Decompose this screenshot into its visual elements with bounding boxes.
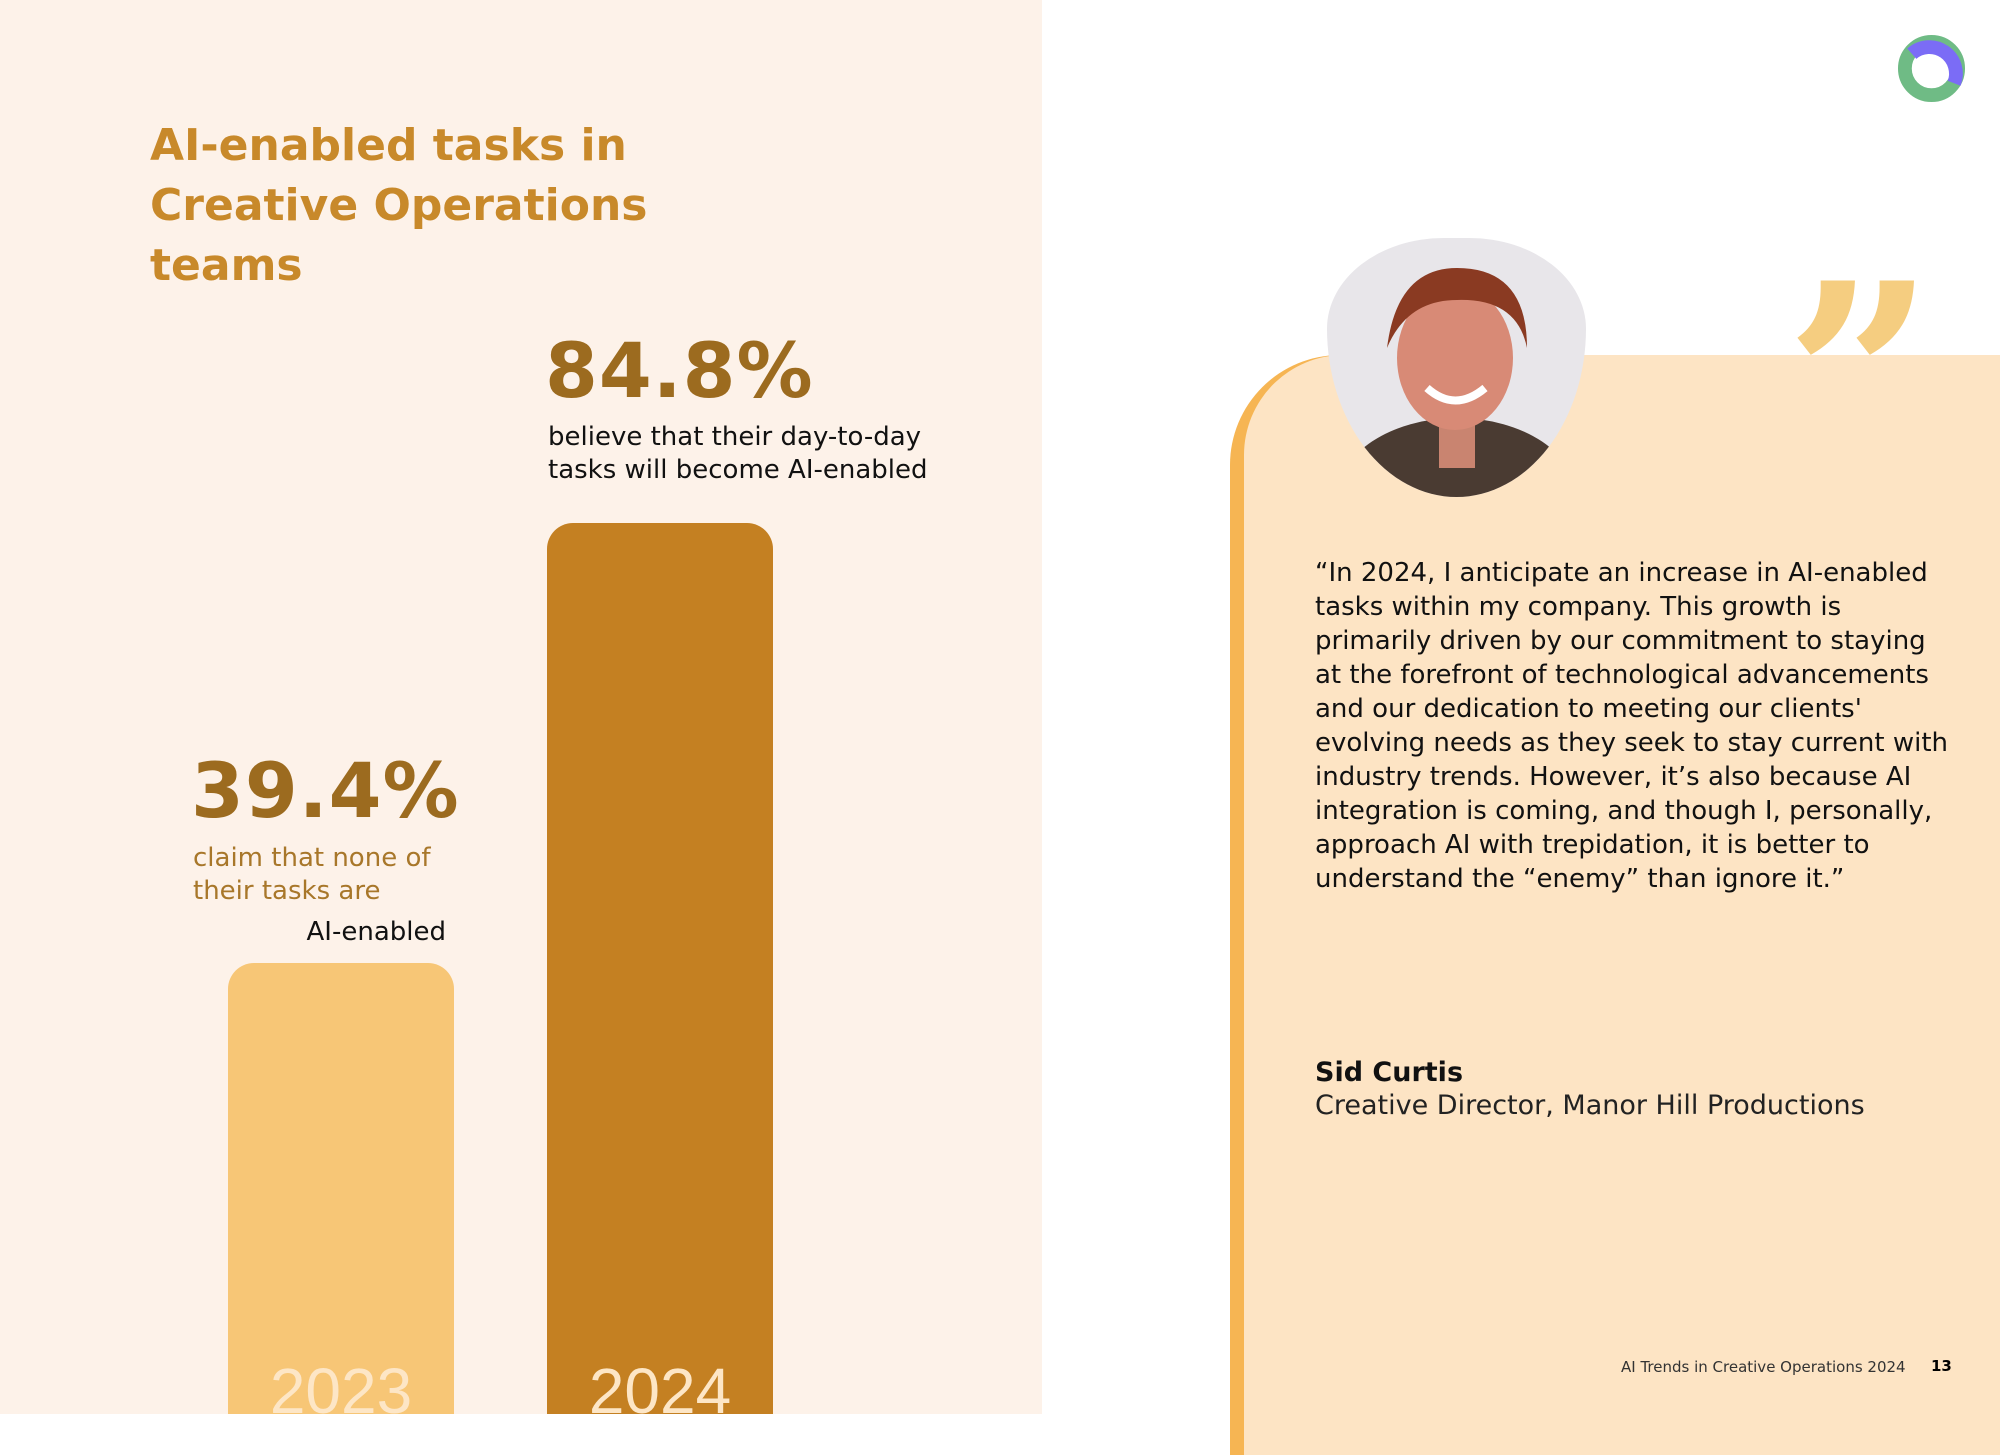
- stat-2023-value: 39.4%: [191, 746, 460, 835]
- quote-author-role: Creative Director, Manor Hill Production…: [1315, 1090, 1865, 1121]
- left-panel: AI-enabled tasks in Creative Operations …: [0, 0, 1042, 1427]
- page-number: 13: [1931, 1357, 1952, 1375]
- stat-2023-desc-2: AI-enabled: [306, 917, 446, 947]
- bar-year-label: 2024: [588, 1355, 732, 1427]
- bar-year-label: 2023: [269, 1354, 413, 1427]
- logo-icon: [1897, 34, 1966, 103]
- stat-2023-desc: claim that none of their tasks are: [193, 843, 431, 906]
- bar-2023: 2023: [228, 962, 454, 1427]
- quote-text: “In 2024, I anticipate an increase in AI…: [1315, 558, 1948, 894]
- footer-title: AI Trends in Creative Operations 2024: [1621, 1358, 1906, 1376]
- page-title: AI-enabled tasks in Creative Operations …: [150, 120, 648, 291]
- quote-card: [1244, 355, 2000, 1455]
- stat-2024-desc: believe that their day-to-day tasks will…: [548, 422, 928, 485]
- stat-2024-value: 84.8%: [545, 326, 814, 415]
- bar-2024: 2024: [547, 523, 773, 1427]
- quote-author: Sid Curtis: [1315, 1057, 1464, 1088]
- quote-mark-icon: ”: [1785, 227, 1935, 532]
- author-photo: [1327, 238, 1586, 497]
